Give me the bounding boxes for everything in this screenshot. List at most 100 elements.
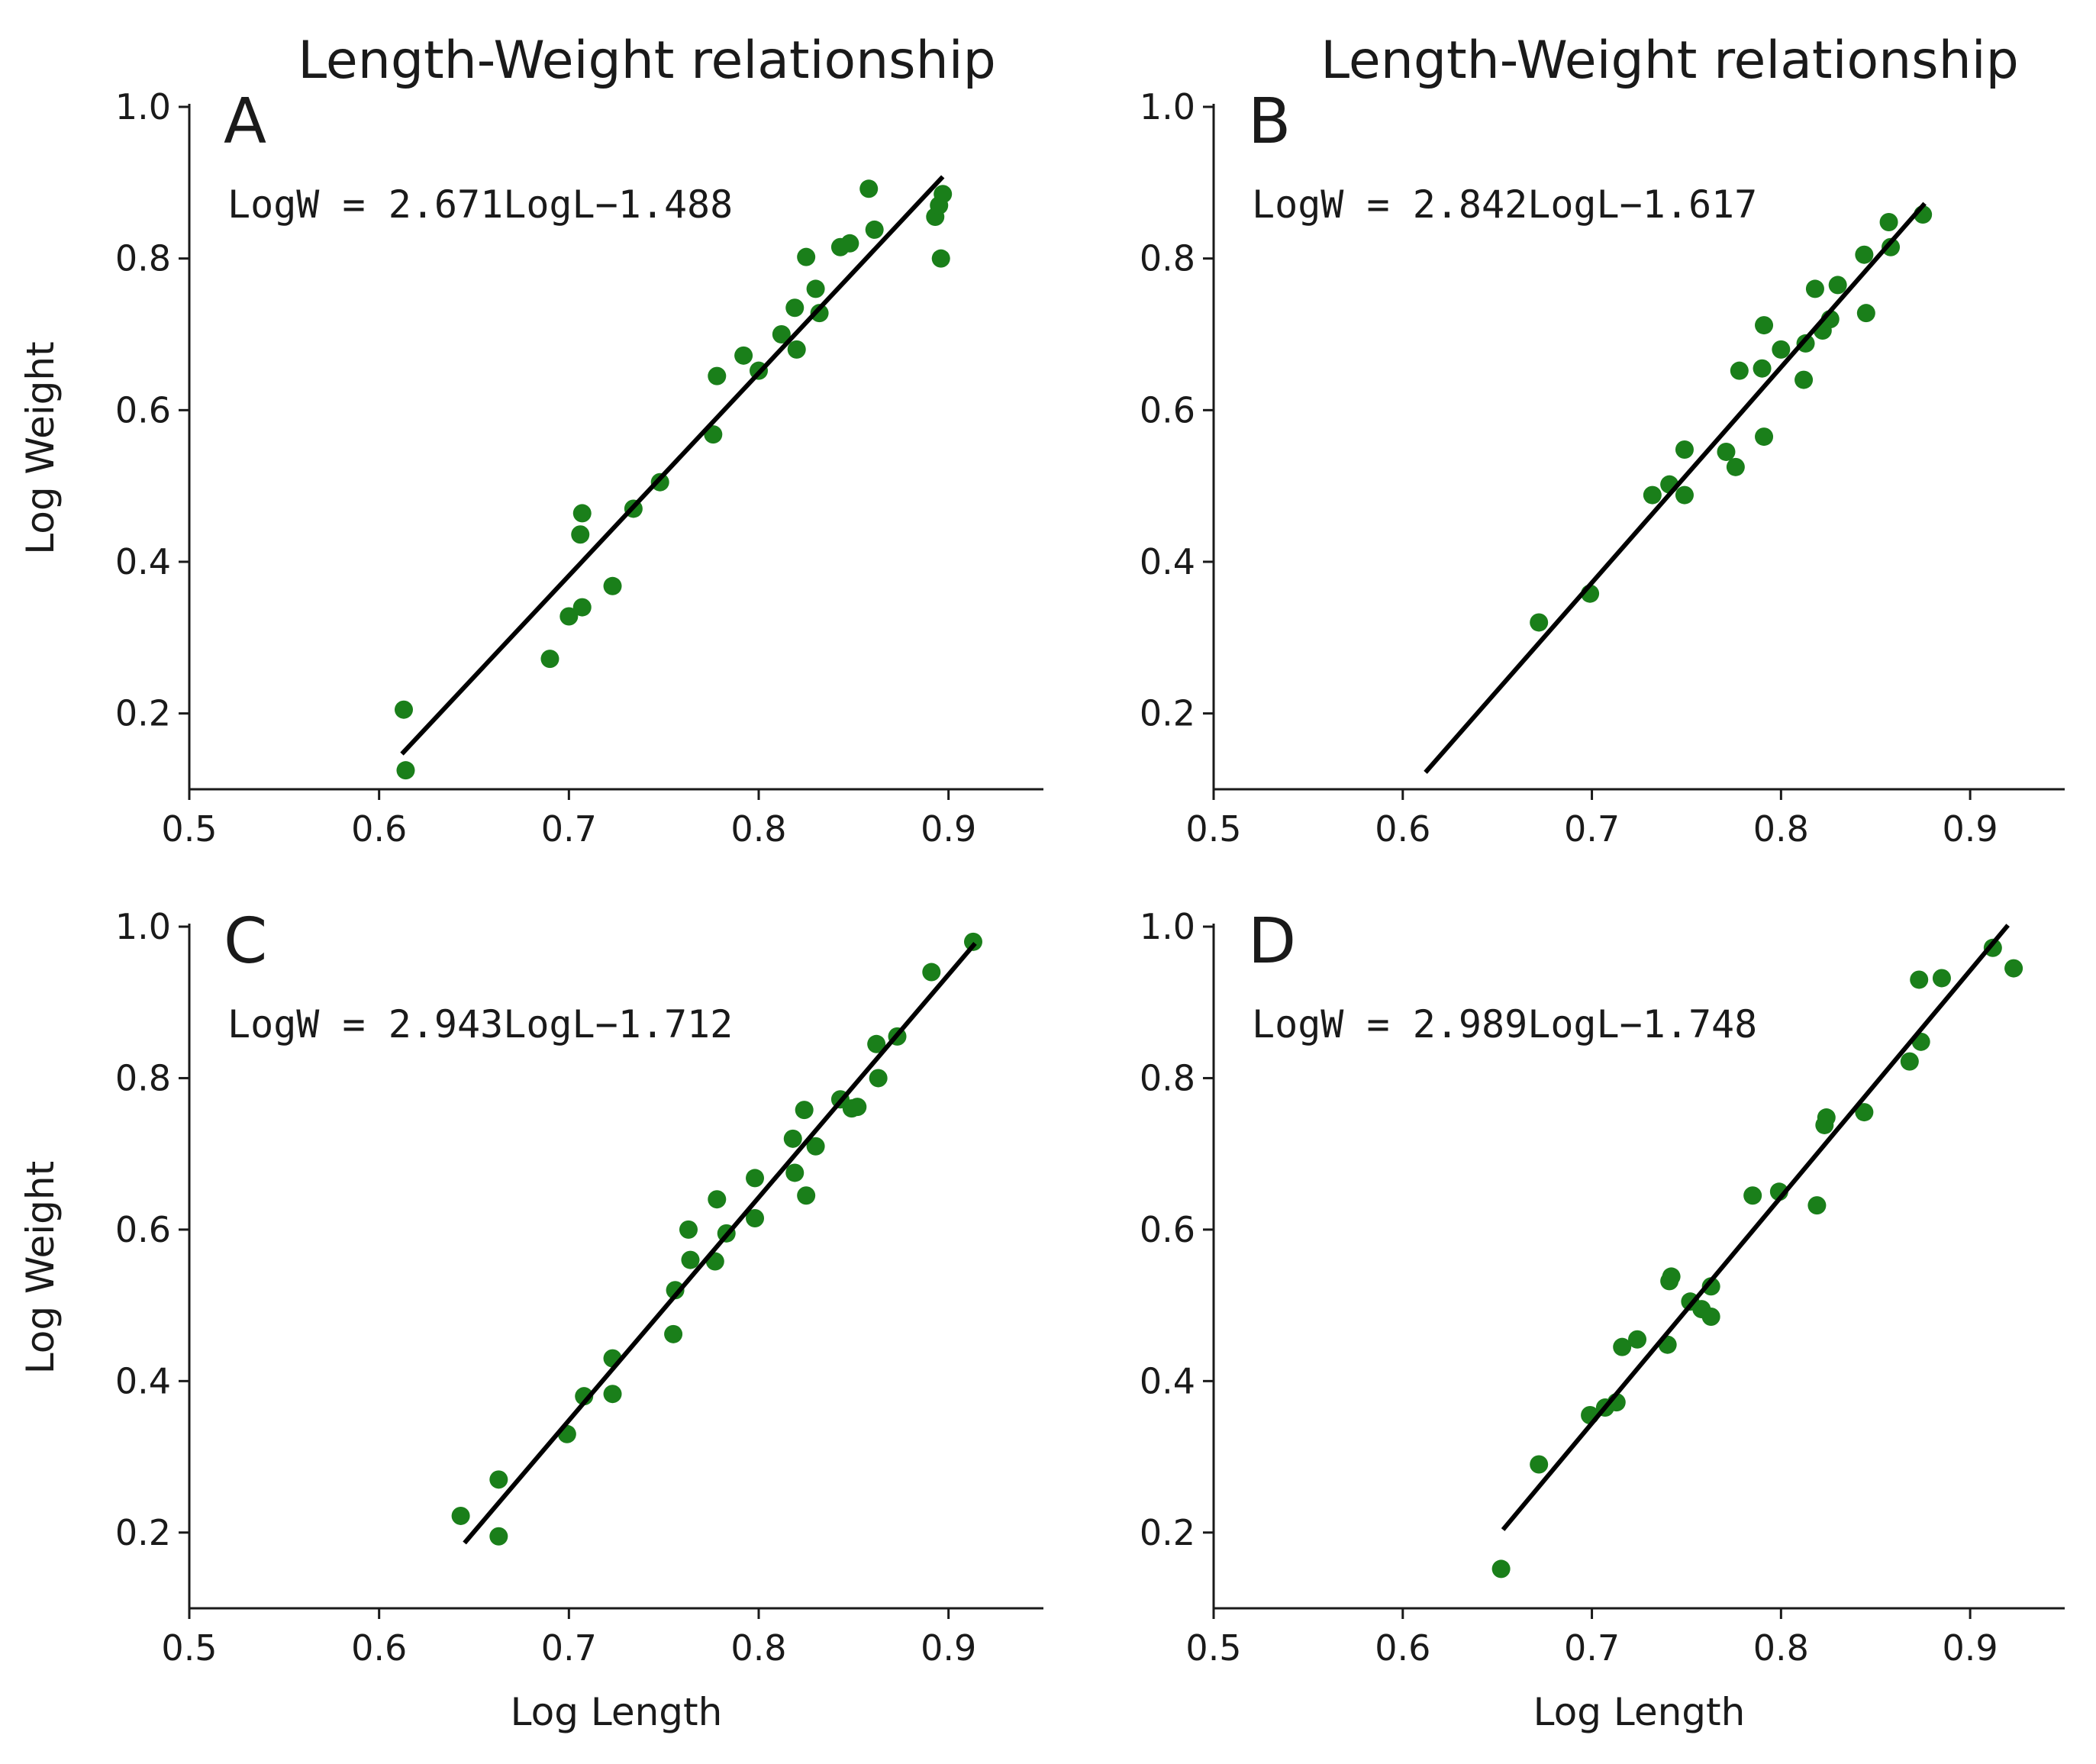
y-tick-label: 0.2 bbox=[1140, 693, 1195, 734]
regression-equation: LogW = 2.671LogL−1.488 bbox=[227, 182, 733, 227]
data-point bbox=[1855, 245, 1874, 264]
data-point bbox=[806, 279, 825, 298]
data-point bbox=[795, 1101, 814, 1120]
x-tick-label: 0.5 bbox=[161, 1627, 217, 1669]
panel-letter: D bbox=[1248, 905, 1296, 978]
data-point bbox=[1828, 276, 1847, 295]
x-tick-label: 0.9 bbox=[1943, 808, 1998, 850]
data-point bbox=[1755, 316, 1774, 335]
data-point bbox=[1805, 279, 1824, 298]
panel-letter: B bbox=[1248, 85, 1291, 158]
data-point bbox=[797, 1186, 816, 1205]
data-point bbox=[934, 185, 953, 204]
data-point bbox=[666, 1281, 685, 1300]
data-point bbox=[922, 963, 941, 982]
x-tick-label: 0.6 bbox=[1375, 808, 1430, 850]
data-point bbox=[708, 1190, 727, 1209]
data-point bbox=[572, 598, 592, 617]
chart-title: Length-Weight relationship bbox=[298, 31, 996, 91]
y-tick-label: 0.8 bbox=[1140, 1057, 1195, 1098]
data-point bbox=[1717, 442, 1736, 461]
data-point bbox=[797, 247, 816, 266]
panel-d: 0.5 0.6 0.7 0.8 0.9 0.2 0.4 0.6 0.8 1.0 Log Length… bbox=[1140, 905, 2065, 1734]
panel-c: 0.5 0.6 0.7 0.8 0.9 0.2 0.4 0.6 0.8 1.0 Log Weight… bbox=[18, 905, 1043, 1734]
data-point bbox=[2004, 959, 2023, 978]
x-tick-label: 0.8 bbox=[730, 1627, 786, 1669]
data-point bbox=[1675, 485, 1694, 505]
data-point bbox=[787, 340, 806, 359]
data-point bbox=[1983, 938, 2002, 957]
data-point bbox=[840, 234, 859, 253]
regression-equation: LogW = 2.943LogL−1.712 bbox=[227, 1002, 733, 1046]
panel-a: Length-Weight relationship 0.5 0.6 0.7 0.8 0.… bbox=[18, 31, 1043, 850]
data-point bbox=[1856, 304, 1875, 323]
data-point bbox=[394, 700, 413, 719]
data-point bbox=[559, 607, 579, 626]
data-point bbox=[859, 179, 879, 198]
data-point bbox=[848, 1098, 867, 1117]
data-point bbox=[1491, 1559, 1511, 1579]
y-tick-label: 0.2 bbox=[115, 1512, 171, 1553]
data-point bbox=[679, 1220, 698, 1239]
y-tick-label: 0.2 bbox=[1140, 1512, 1195, 1553]
data-point bbox=[1530, 613, 1549, 632]
x-tick-label: 0.6 bbox=[351, 808, 407, 850]
data-point bbox=[575, 1387, 594, 1406]
x-tick-label: 0.9 bbox=[921, 808, 976, 850]
x-tick-label: 0.5 bbox=[1185, 808, 1241, 850]
data-point bbox=[772, 325, 791, 343]
data-point bbox=[1628, 1330, 1647, 1349]
data-point bbox=[1613, 1337, 1632, 1356]
data-point bbox=[1726, 457, 1745, 476]
y-tick-label: 0.8 bbox=[115, 1057, 171, 1098]
data-point bbox=[734, 346, 753, 365]
panel-letter: C bbox=[224, 905, 267, 978]
y-tick-label: 1.0 bbox=[1140, 86, 1195, 127]
data-point bbox=[1807, 1196, 1827, 1215]
y-axis-label: Log Weight bbox=[18, 341, 63, 554]
x-tick-label: 0.5 bbox=[1185, 1627, 1241, 1669]
data-point bbox=[869, 1069, 888, 1088]
regression-equation: LogW = 2.989LogL−1.748 bbox=[1252, 1002, 1757, 1046]
regression-line bbox=[463, 941, 977, 1545]
data-point bbox=[1879, 212, 1898, 231]
panel-letter: A bbox=[224, 85, 266, 158]
x-axis-label: Log Length bbox=[1533, 1690, 1746, 1734]
data-point bbox=[746, 1169, 765, 1188]
y-tick-label: 1.0 bbox=[1140, 906, 1195, 947]
data-point bbox=[785, 1163, 805, 1182]
data-point bbox=[1701, 1307, 1720, 1326]
data-point bbox=[1753, 359, 1772, 378]
data-point bbox=[746, 1209, 765, 1228]
data-point bbox=[681, 1250, 700, 1269]
data-point bbox=[664, 1324, 683, 1343]
data-point bbox=[1662, 1267, 1681, 1286]
data-point bbox=[1932, 969, 1951, 988]
data-point bbox=[540, 650, 559, 669]
data-point bbox=[603, 576, 622, 595]
y-tick-label: 0.6 bbox=[1140, 389, 1195, 431]
data-point bbox=[806, 1137, 825, 1156]
data-point bbox=[603, 1385, 622, 1404]
data-point bbox=[1643, 485, 1662, 505]
data-point bbox=[1900, 1052, 1919, 1071]
data-point bbox=[1796, 334, 1815, 353]
y-tick-label: 1.0 bbox=[115, 906, 171, 947]
data-point bbox=[1910, 970, 1929, 989]
y-axis-label: Log Weight bbox=[18, 1161, 63, 1374]
data-point bbox=[650, 472, 669, 492]
y-tick-label: 0.4 bbox=[1140, 541, 1195, 582]
data-point bbox=[571, 525, 590, 544]
x-tick-label: 0.8 bbox=[1753, 1627, 1809, 1669]
y-tick-label: 0.4 bbox=[115, 541, 171, 582]
x-tick-label: 0.8 bbox=[1753, 808, 1809, 850]
data-point bbox=[963, 932, 982, 951]
x-tick-label: 0.6 bbox=[1375, 1627, 1430, 1669]
data-point bbox=[1855, 1103, 1874, 1122]
regression-equation: LogW = 2.842LogL−1.617 bbox=[1252, 182, 1757, 227]
x-tick-label: 0.8 bbox=[730, 808, 786, 850]
regression-line bbox=[400, 175, 945, 756]
data-point bbox=[1730, 361, 1749, 380]
x-tick-label: 0.5 bbox=[161, 808, 217, 850]
